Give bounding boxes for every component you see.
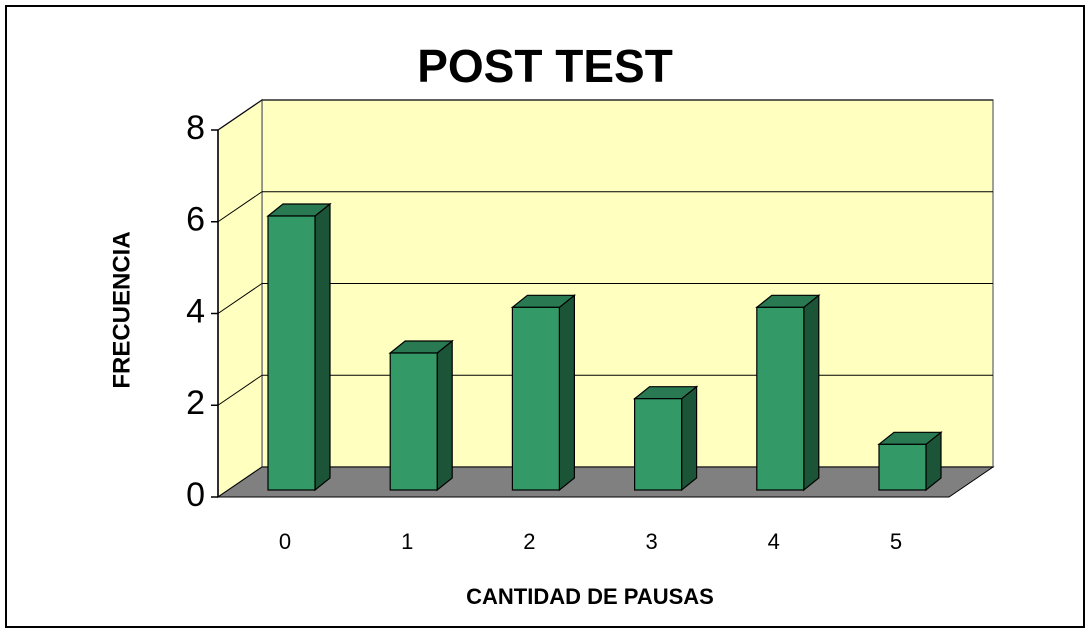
x-tick-label: 0 [279, 529, 291, 554]
y-tick-label: 6 [186, 201, 205, 239]
bar-side [803, 294, 820, 492]
y-tick-label: 8 [186, 109, 205, 147]
x-axis-title: CANTIDAD DE PAUSAS [466, 584, 714, 609]
bar [389, 352, 438, 491]
grid-line [217, 283, 263, 314]
x-tick-label: 4 [768, 529, 780, 554]
y-tick-label: 2 [186, 384, 205, 422]
y-tick-label: 0 [186, 476, 205, 514]
bar-side [314, 202, 331, 492]
bar [633, 398, 683, 491]
grid-line [217, 99, 263, 131]
x-tick-label: 1 [401, 529, 413, 554]
x-tick-label: 5 [890, 529, 902, 554]
bar [878, 443, 927, 491]
y-axis-title: FRECUENCIA [108, 231, 135, 388]
x-tick-label: 2 [523, 529, 535, 554]
y-tick-label: 4 [186, 292, 205, 330]
chart-title: POST TEST [417, 40, 673, 92]
grid-line [217, 191, 263, 223]
x-tick-label: 3 [645, 529, 657, 554]
bar [511, 306, 561, 491]
bar-side [436, 339, 453, 492]
bar [756, 306, 805, 491]
bar-side [680, 385, 698, 492]
bar-side [558, 294, 576, 492]
bar [267, 215, 316, 491]
grid-line [217, 374, 263, 406]
floor [216, 466, 995, 498]
